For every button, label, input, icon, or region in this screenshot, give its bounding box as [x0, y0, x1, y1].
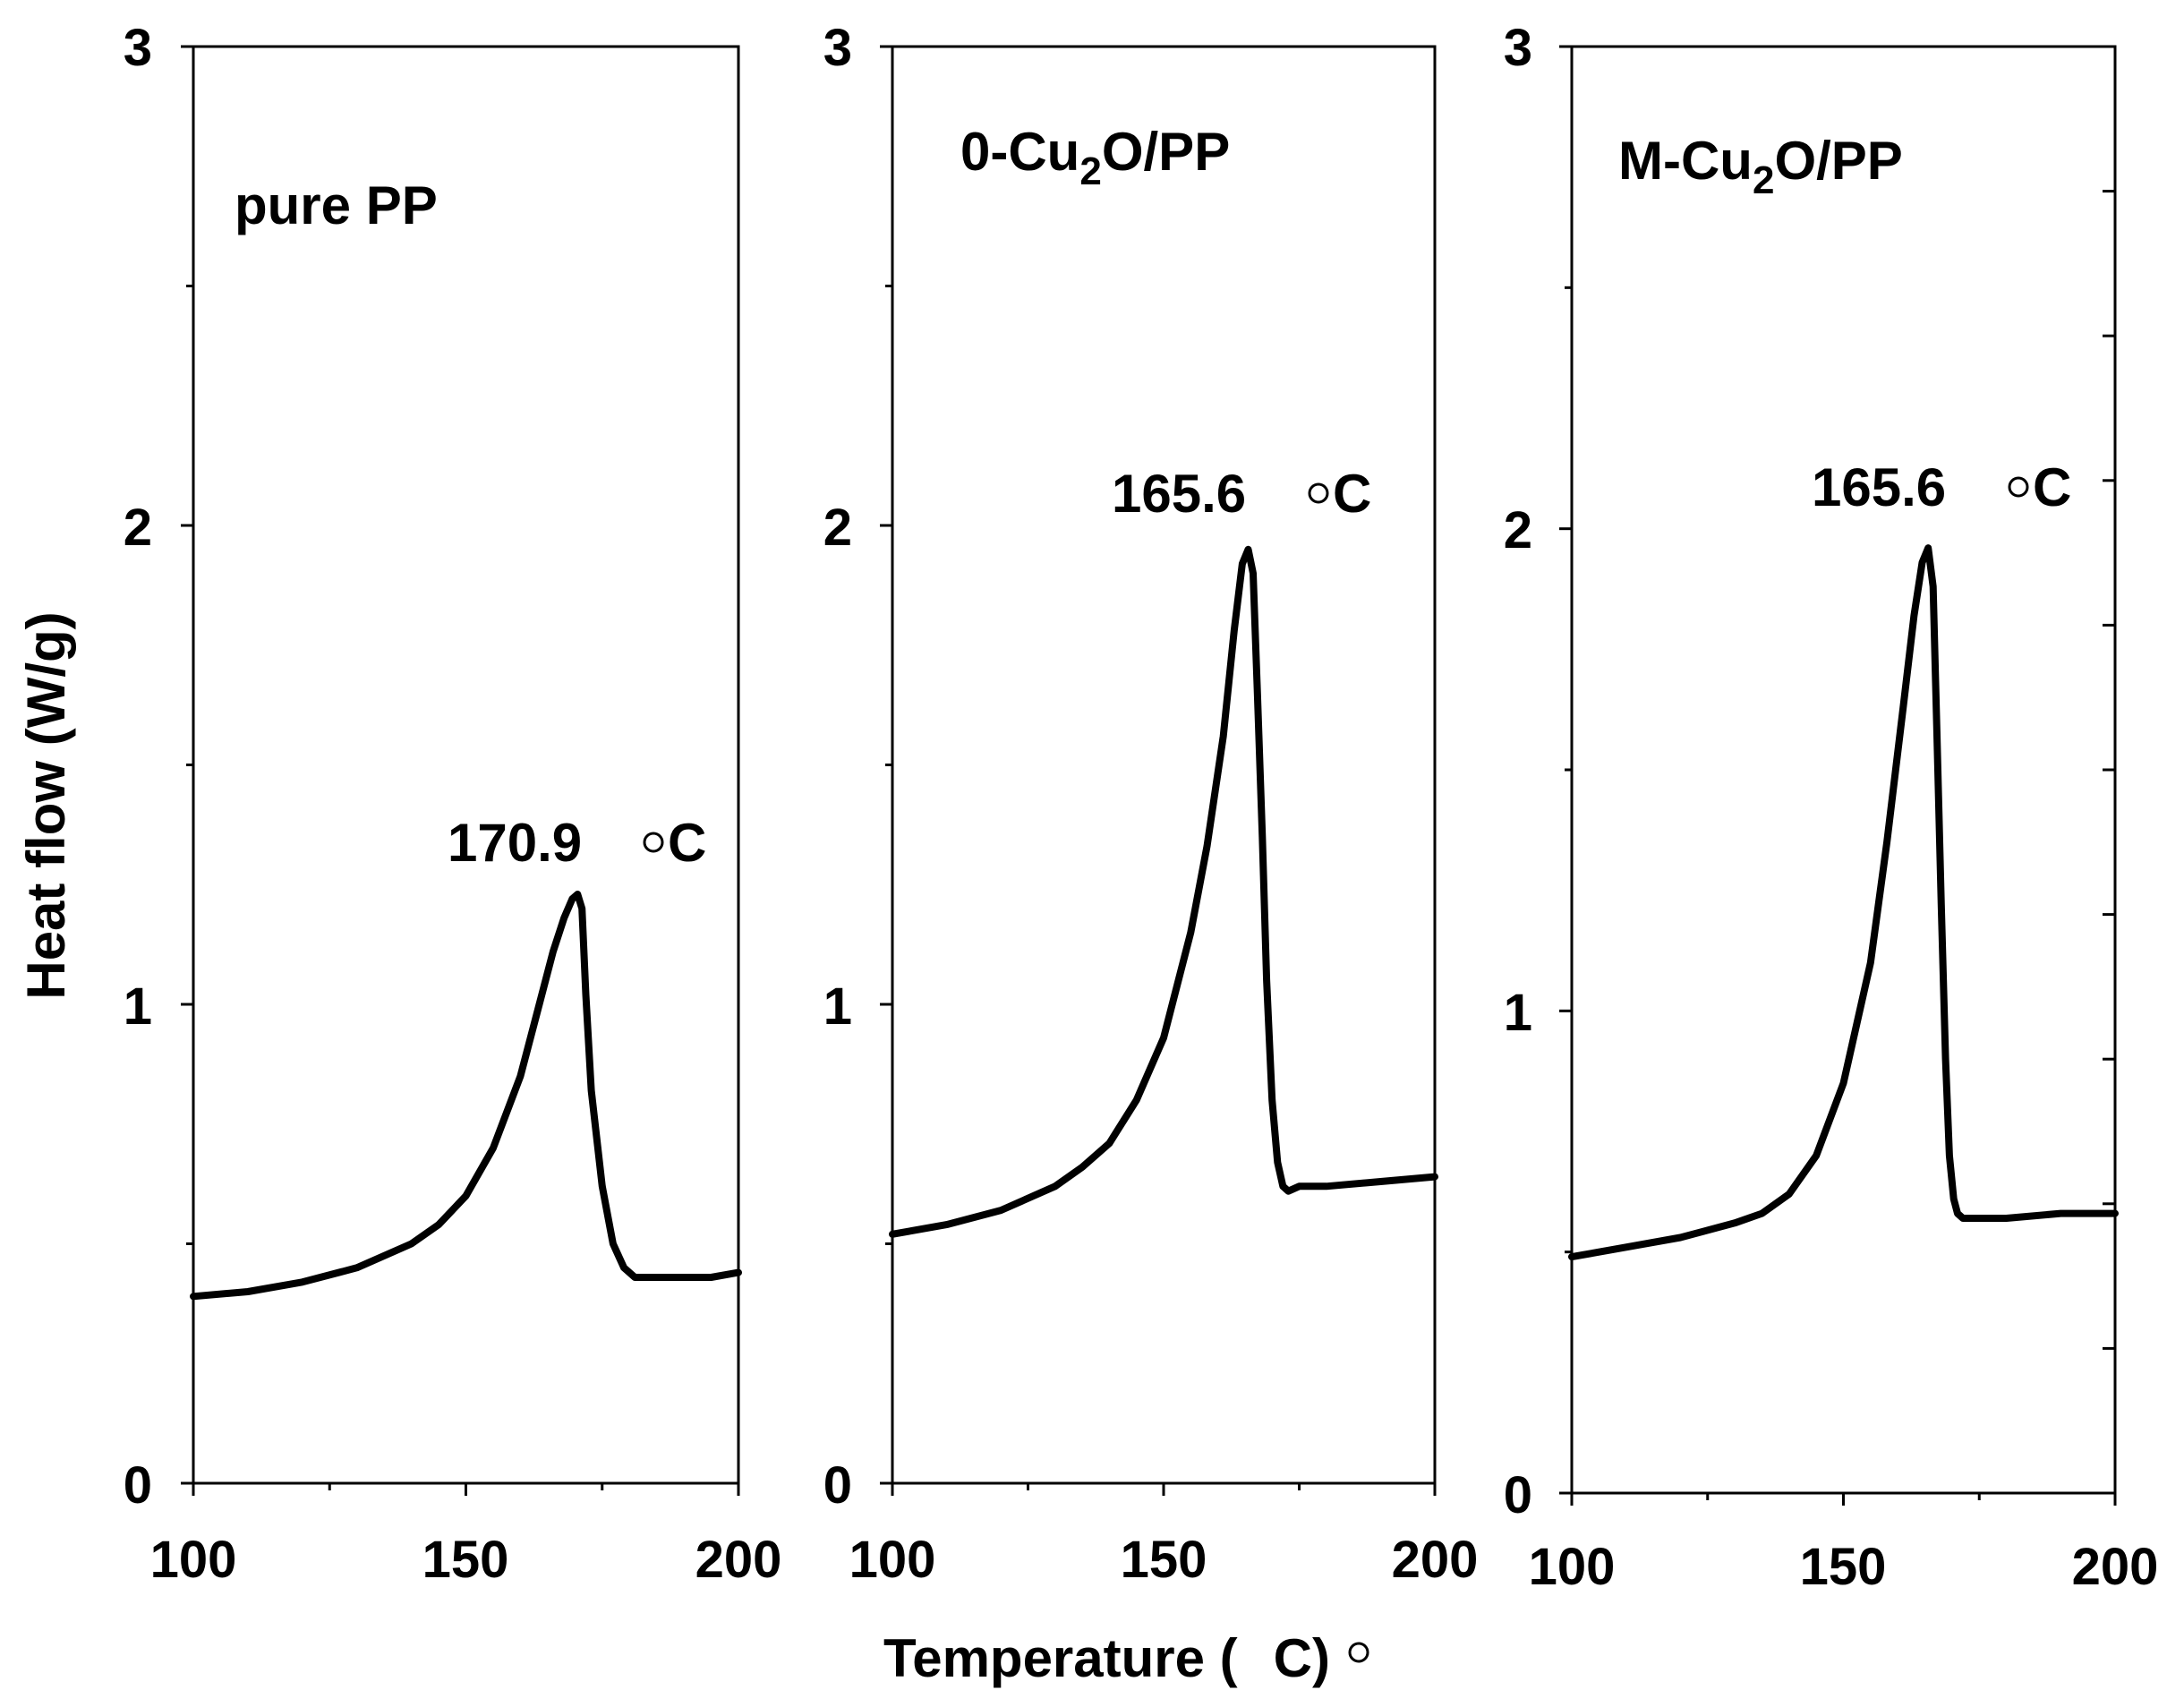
- peak-value: 165.6: [1812, 457, 1946, 517]
- y-tick-label: 0: [124, 1456, 152, 1515]
- peak-value: 170.9: [448, 813, 582, 873]
- panel-m-cu2o-pp: 0 1 2 3 100 150 200 M-Cu2O/PP 165.6 C: [1504, 19, 2159, 1596]
- x-tick-label: 150: [1121, 1531, 1207, 1589]
- peak-label: 165.6 C: [1812, 457, 2071, 517]
- peak-unit: C: [668, 813, 706, 873]
- degree-icon: [643, 832, 664, 853]
- x-tick-label: 100: [849, 1531, 936, 1589]
- degree-icon: [1348, 1642, 1369, 1663]
- x-tick-label: 200: [2072, 1538, 2159, 1596]
- series-line-m-cu2o-pp: [1568, 544, 2119, 1261]
- y-tick-label: 3: [1504, 19, 1532, 77]
- panel-0-cu2o-pp: 0 1 2 3 100 150 200 0-Cu2O/PP 165.6 C Te…: [823, 19, 1479, 1688]
- y-tick-label: 3: [823, 19, 852, 77]
- peak-label: 170.9 C: [448, 813, 706, 873]
- peak-label: 165.6 C: [1112, 464, 1371, 524]
- x-tick-label: 200: [1392, 1531, 1479, 1589]
- y-tick-label: 2: [124, 499, 152, 557]
- degree-icon: [1308, 482, 1329, 504]
- x-tick-label: 150: [422, 1531, 509, 1589]
- y-tick-label: 0: [823, 1456, 852, 1515]
- peak-value: 165.6: [1112, 464, 1246, 524]
- axis-tick-labels: 0 1 2 3 100 150 200: [1504, 19, 2159, 1596]
- x-tick-label: 150: [1800, 1538, 1887, 1596]
- panel-label: M-Cu2O/PP: [1618, 131, 1903, 202]
- degree-icon: [2008, 476, 2029, 498]
- x-tick-label: 100: [150, 1531, 237, 1589]
- peak-unit: C: [1333, 464, 1371, 524]
- y-tick-label: 1: [124, 977, 152, 1036]
- y-tick-label: 0: [1504, 1466, 1532, 1524]
- y-tick-label: 1: [1504, 984, 1532, 1042]
- y-tick-label: 2: [823, 499, 852, 557]
- panel-label: 0-Cu2O/PP: [960, 122, 1230, 193]
- axis-ticks: [880, 45, 1437, 1496]
- x-tick-label: 200: [695, 1531, 782, 1589]
- panel-label: pure PP: [235, 175, 438, 235]
- y-axis-title: Heat flow (W/g): [16, 611, 76, 999]
- y-tick-label: 1: [823, 977, 852, 1036]
- x-tick-label: 100: [1529, 1538, 1616, 1596]
- axis-ticks: [181, 45, 740, 1496]
- series-line-pure-pp: [190, 891, 742, 1301]
- series-line-0-cu2o-pp: [889, 545, 1438, 1238]
- y-tick-label: 2: [1504, 501, 1532, 559]
- x-axis-title: Temperature (C): [883, 1628, 1330, 1688]
- axis-ticks: [1559, 45, 2117, 1506]
- peak-unit: C: [2033, 457, 2071, 517]
- axis-tick-labels: 0 1 2 3 100 150 200: [124, 19, 782, 1589]
- panel-pure-pp: 0 1 2 3 100 150 200 pure PP 170.9 C: [124, 19, 782, 1589]
- y-tick-label: 3: [124, 19, 152, 77]
- axis-tick-labels: 0 1 2 3 100 150 200: [823, 19, 1479, 1589]
